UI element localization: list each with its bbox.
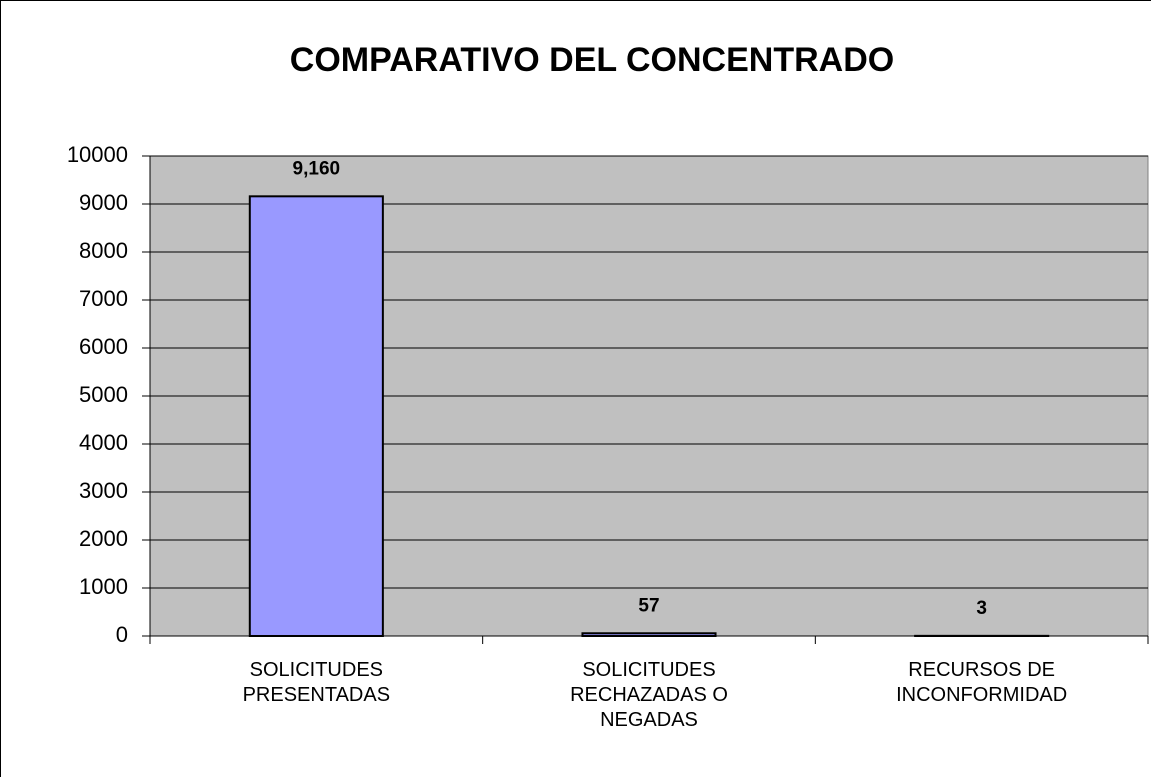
y-tick-label: 6000 [79,334,128,359]
y-tick-label: 9000 [79,190,128,215]
x-tick-label: RECURSOS DE INCONFORMIDAD [896,659,1068,706]
x-tick-label: SOLICITUDES RECHAZADAS O NEGADAS [570,659,728,731]
y-tick-label: 0 [116,622,128,647]
y-tick-label: 8000 [79,238,128,263]
y-tick-label: 7000 [79,286,128,311]
y-tick-label: 2000 [79,526,128,551]
y-tick-label: 3000 [79,478,128,503]
chart-title: COMPARATIVO DEL CONCENTRADO [290,41,894,79]
data-label: 57 [638,595,659,616]
data-label: 9,160 [293,158,341,179]
y-tick-label: 1000 [79,574,128,599]
data-label: 3 [976,598,987,619]
bar [581,632,717,637]
y-tick-label: 10000 [67,142,128,167]
y-tick-label: 5000 [79,382,128,407]
x-tick-label: SOLICITUDES PRESENTADAS [242,659,391,706]
y-tick-label: 4000 [79,430,128,455]
bar [248,195,384,637]
